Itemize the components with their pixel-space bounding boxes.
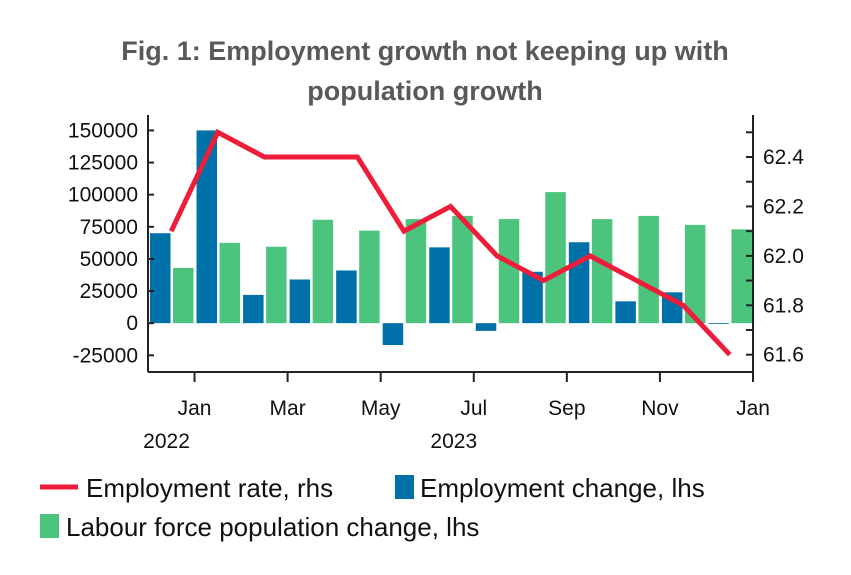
x-tick-label: Nov	[641, 397, 679, 420]
employment-change-bar	[336, 270, 357, 324]
chart-title-line-2: population growth	[307, 76, 542, 106]
employment-change-bar	[196, 130, 218, 324]
labour-force-bar	[452, 215, 473, 324]
right-tick-label: 62.2	[763, 195, 804, 218]
labour-force-bar	[359, 230, 380, 324]
x-tick-label: May	[361, 397, 401, 420]
left-tick-label: 100000	[68, 184, 138, 207]
right-tick-label: 62.0	[763, 245, 804, 268]
labour-force-bar	[591, 219, 613, 324]
employment-change-bar	[522, 271, 543, 324]
legend-swatch-employment-change	[395, 475, 414, 499]
employment-change-bar	[243, 294, 264, 324]
labour-force-bar	[498, 219, 520, 324]
legend-label-labour-force: Labour force population change, lhs	[66, 512, 479, 542]
employment-change-bar	[382, 323, 404, 346]
line-series	[169, 128, 732, 357]
labour-force-bar	[545, 192, 566, 324]
labour-force-bar	[173, 267, 194, 324]
x-year-label: 2022	[143, 430, 190, 453]
x-tick-label: Jan	[736, 397, 770, 420]
x-tick-label: Sep	[548, 397, 585, 420]
employment-change-bar	[475, 323, 497, 331]
legend-swatch-labour-force	[40, 514, 59, 538]
x-tick-label: Mar	[270, 397, 306, 420]
employment-change-bar	[568, 242, 590, 324]
bars	[150, 130, 752, 346]
employment-change-bar	[615, 301, 636, 324]
left-tick-label: 125000	[68, 152, 138, 175]
labour-force-bar	[266, 246, 287, 324]
employment-change-bar	[429, 247, 450, 324]
right-tick-label: 61.6	[763, 344, 804, 367]
employment-change-bar	[150, 233, 171, 324]
x-year-label: 2023	[430, 430, 477, 453]
labour-force-bar	[219, 242, 241, 324]
employment-change-bar	[708, 323, 729, 324]
left-tick-label: -25000	[73, 344, 138, 367]
x-tick-label: Jul	[460, 397, 487, 420]
labour-force-bar	[312, 219, 334, 324]
x-tick-label: Jan	[178, 397, 212, 420]
labour-force-bar	[731, 229, 752, 324]
labour-force-bar	[405, 219, 427, 324]
axes: 150000 125000 100000 75000 50000 25000 0 -25000…	[68, 115, 804, 453]
labour-force-bar	[684, 224, 706, 324]
right-tick-label: 61.8	[763, 294, 804, 317]
left-tick-label: 50000	[80, 248, 138, 271]
left-tick-label: 0	[126, 312, 138, 335]
left-tick-label: 75000	[80, 216, 138, 239]
employment-change-bar	[289, 279, 311, 324]
legend-label-employment-change: Employment change, lhs	[420, 473, 705, 503]
left-tick-label: 25000	[80, 280, 138, 303]
legend: Employment rate, rhs Employment change, …	[40, 473, 705, 542]
left-tick-label: 150000	[68, 119, 138, 142]
right-tick-label: 62.4	[763, 146, 804, 169]
chart-title-line-1: Fig. 1: Employment growth not keeping up…	[121, 36, 729, 66]
legend-label-employment-rate: Employment rate, rhs	[86, 473, 333, 503]
labour-force-bar	[638, 215, 659, 324]
